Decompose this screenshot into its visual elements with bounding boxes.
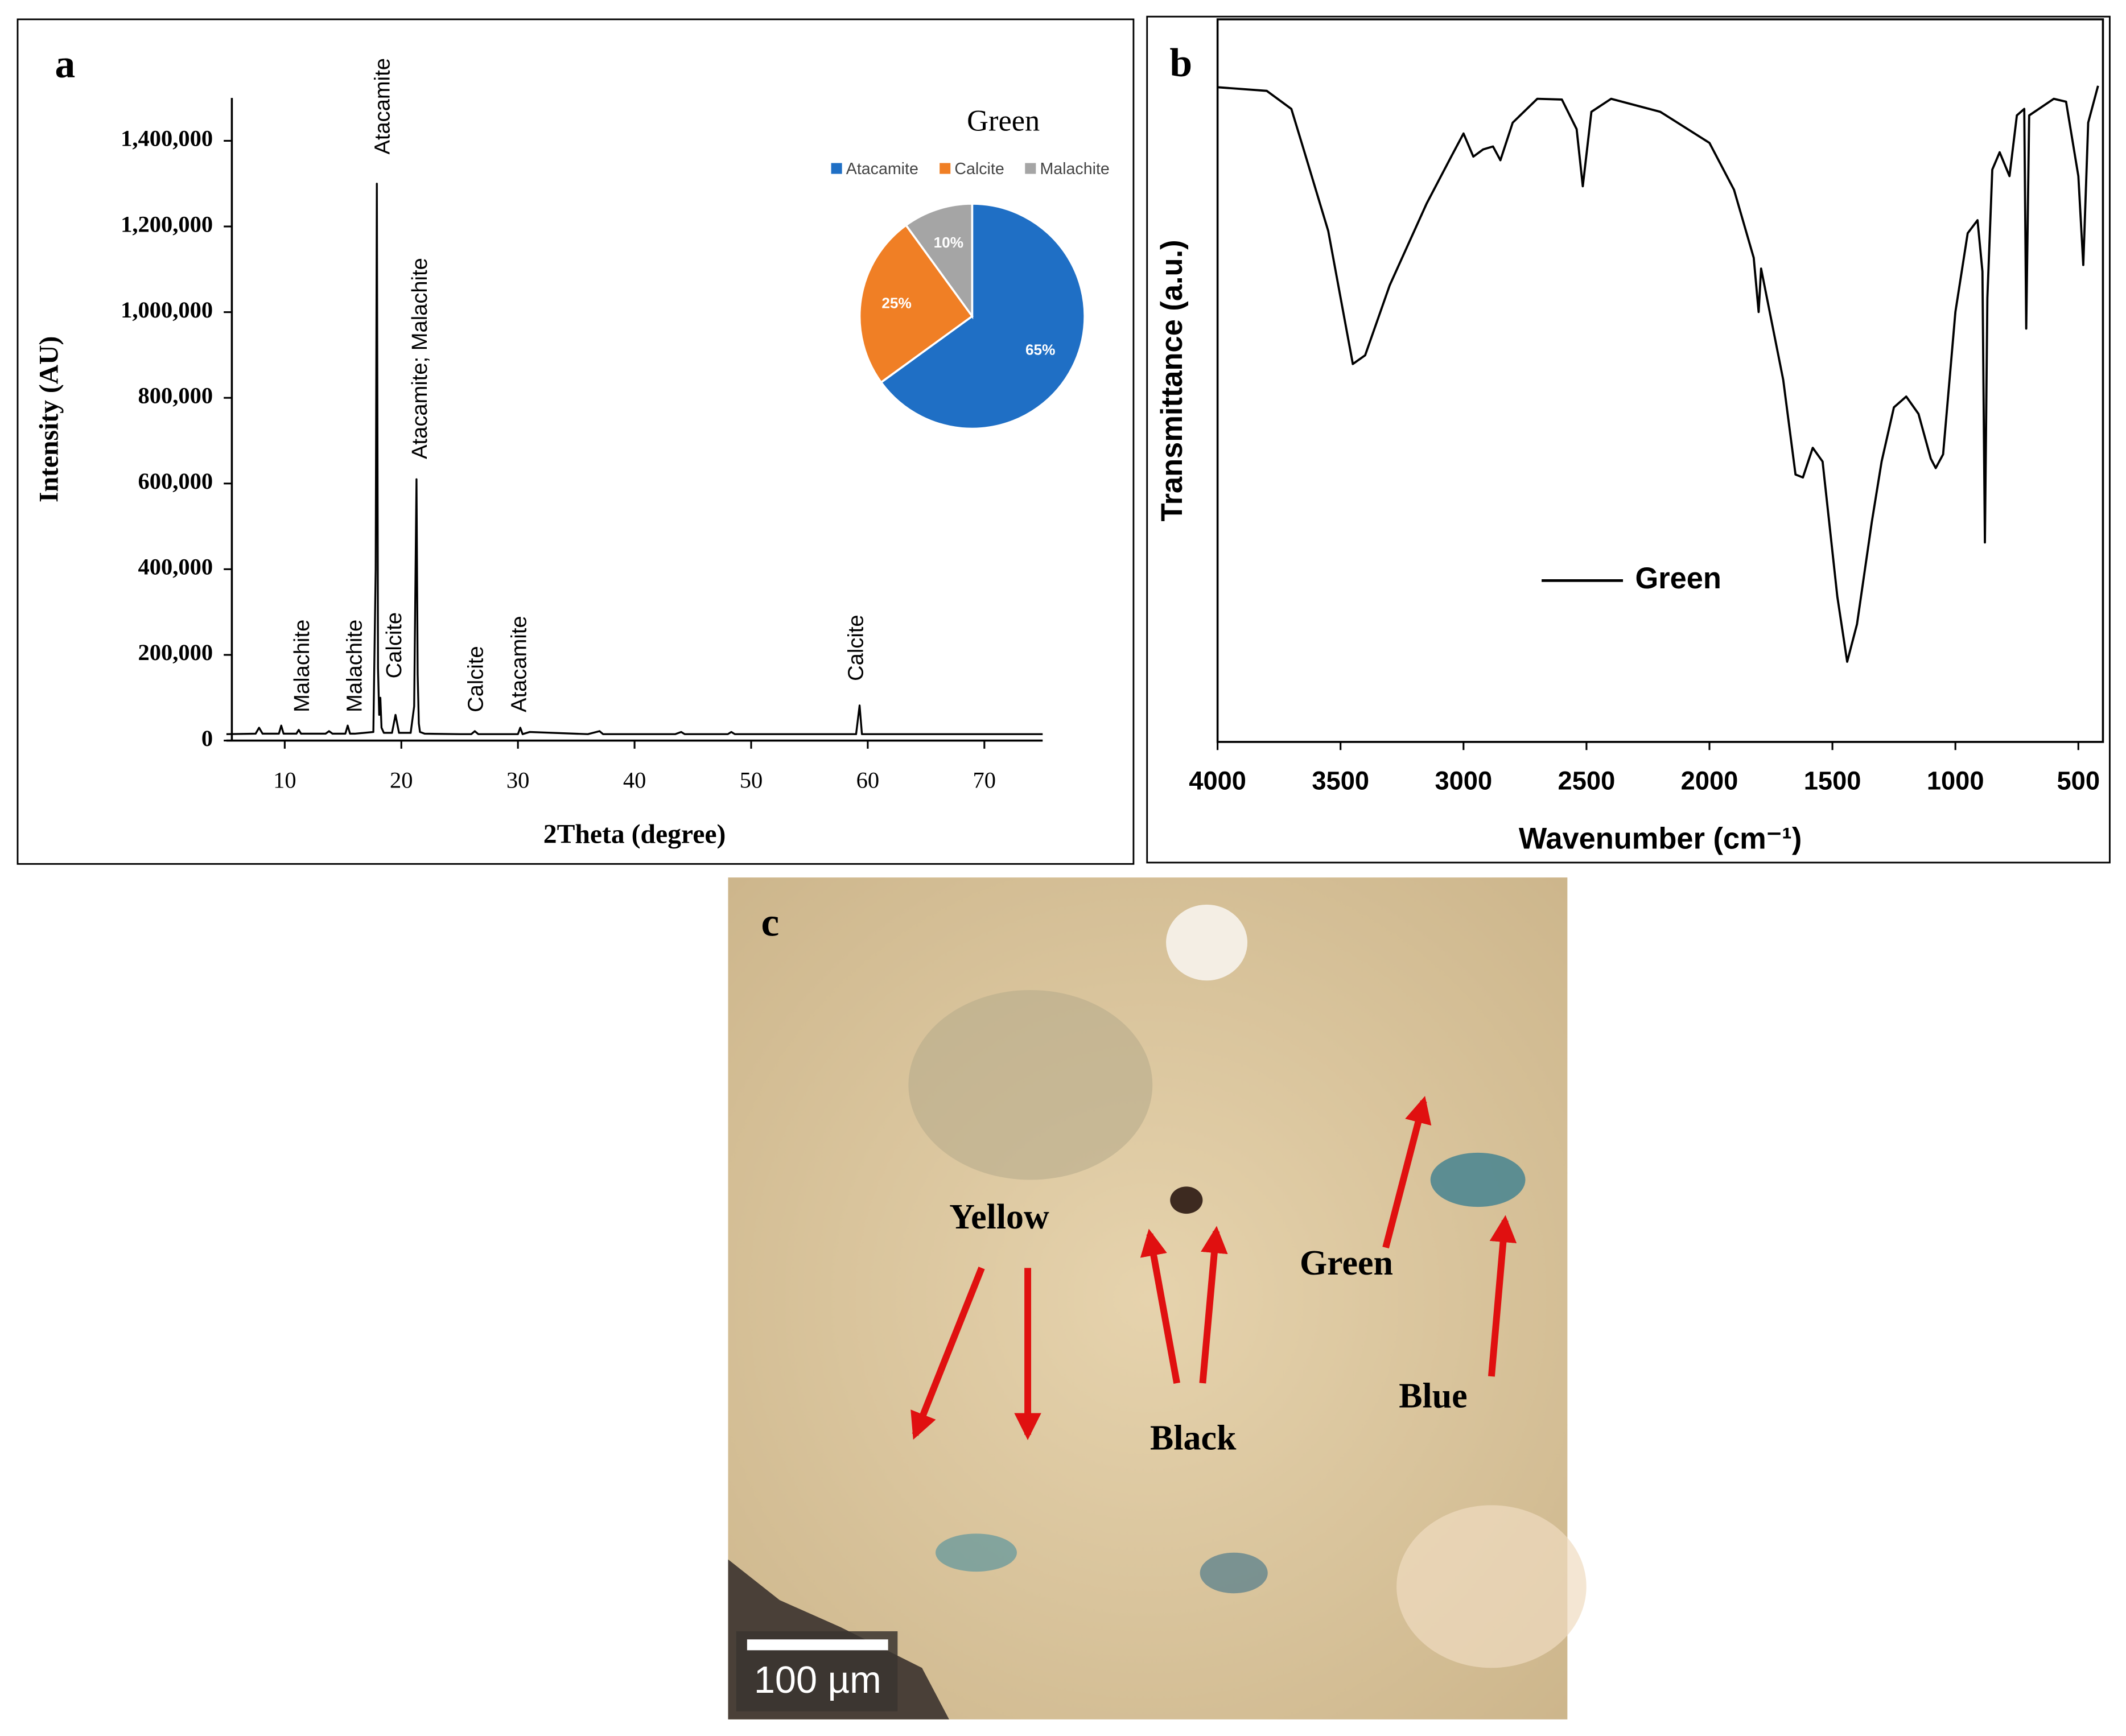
- x-tick-label: 50: [740, 768, 763, 793]
- light-region: [1396, 1505, 1587, 1668]
- plot-frame: [1216, 18, 2104, 743]
- x-tick-label: 20: [390, 768, 413, 793]
- x-tick-label: 40: [623, 768, 646, 793]
- peak-annotation: Calcite: [844, 615, 868, 681]
- arrows: [910, 1096, 1517, 1440]
- pie-slice: [904, 203, 974, 320]
- panel-a-frame: [17, 18, 1135, 865]
- arrow: [910, 1267, 985, 1440]
- peak-annotation: Atacamite: [370, 58, 395, 154]
- x-tick-label: 1500: [1804, 766, 1861, 795]
- legend-swatch: [1025, 163, 1036, 174]
- legend-label: Malachite: [1040, 160, 1109, 178]
- peak-annotation: Calcite: [382, 612, 406, 679]
- arrow: [1199, 1226, 1228, 1384]
- pie-value-label: 25%: [881, 295, 911, 312]
- pie-title: Green: [967, 104, 1040, 137]
- x-tick-label: 70: [973, 768, 996, 793]
- legend-label: Green: [1635, 562, 1721, 595]
- panel-label: c: [761, 900, 779, 945]
- scale-bar: [747, 1639, 888, 1651]
- x-tick-label: 2500: [1558, 766, 1616, 795]
- annotation-label: Blue: [1399, 1377, 1467, 1416]
- peak-annotation: Atacamite: [506, 616, 531, 712]
- black-grain: [1170, 1186, 1203, 1214]
- x-tick-label: 4000: [1189, 766, 1246, 795]
- y-tick-label: 1,200,000: [121, 211, 213, 237]
- data-line: [1217, 85, 2099, 663]
- pie-slice: [858, 224, 974, 384]
- x-tick-label: 2000: [1681, 766, 1738, 795]
- peak-annotation: Malachite: [342, 620, 366, 712]
- legend-swatch: [831, 163, 842, 174]
- white-grain: [1166, 904, 1248, 981]
- legend-swatch: [940, 163, 951, 174]
- peak-annotation: Calcite: [464, 646, 488, 712]
- panel-label: b: [1169, 40, 1192, 85]
- x-tick-label: 60: [856, 768, 880, 793]
- panel-b-frame: [1146, 15, 2111, 864]
- panel-label: a: [55, 42, 76, 86]
- x-tick-label: 500: [2057, 766, 2100, 795]
- pie-value-label: 10%: [934, 234, 963, 251]
- data-line: [226, 183, 1043, 735]
- x-tick-label: 30: [506, 768, 530, 793]
- annotation-label: Black: [1150, 1419, 1237, 1458]
- pie-value-label: 65%: [1025, 341, 1055, 358]
- x-tick-label: 3500: [1312, 766, 1369, 795]
- scale-bar-label: 100 µm: [754, 1659, 881, 1701]
- legend-label: Atacamite: [846, 160, 918, 178]
- legend-label: Calcite: [954, 160, 1004, 178]
- annotation-label: Green: [1300, 1244, 1393, 1283]
- y-tick-label: 1,400,000: [121, 126, 213, 151]
- blur-region: [908, 989, 1153, 1180]
- arrow: [1140, 1228, 1181, 1384]
- y-tick-label: 0: [201, 725, 213, 751]
- peak-annotation: Malachite: [290, 620, 314, 712]
- pie-slice: [879, 203, 1086, 430]
- micrograph: c Yellow Black Green Blue 100 µm: [728, 877, 1587, 1719]
- x-axis-label: Wavenumber (cm⁻¹): [1519, 823, 1802, 856]
- y-axis-label: Intensity (AU): [34, 336, 64, 502]
- blue-grain: [936, 1533, 1017, 1572]
- y-tick-label: 200,000: [138, 640, 213, 665]
- annotation-label: Yellow: [949, 1198, 1049, 1236]
- blue-grain: [1430, 1152, 1526, 1207]
- y-axis-label: Transmittance (a.u.): [1156, 240, 1189, 521]
- peak-annotation: Atacamite; Malachite: [407, 258, 432, 459]
- arrow: [1488, 1215, 1517, 1377]
- x-tick-label: 1000: [1927, 766, 1984, 795]
- x-tick-label: 10: [273, 768, 296, 793]
- x-axis-label: 2Theta (degree): [543, 820, 726, 850]
- x-tick-label: 3000: [1435, 766, 1492, 795]
- y-tick-label: 1,000,000: [121, 297, 213, 323]
- arrow: [1382, 1096, 1432, 1249]
- y-tick-label: 800,000: [138, 382, 213, 408]
- y-tick-label: 400,000: [138, 554, 213, 580]
- blue-grain: [1200, 1552, 1268, 1594]
- y-tick-label: 600,000: [138, 468, 213, 494]
